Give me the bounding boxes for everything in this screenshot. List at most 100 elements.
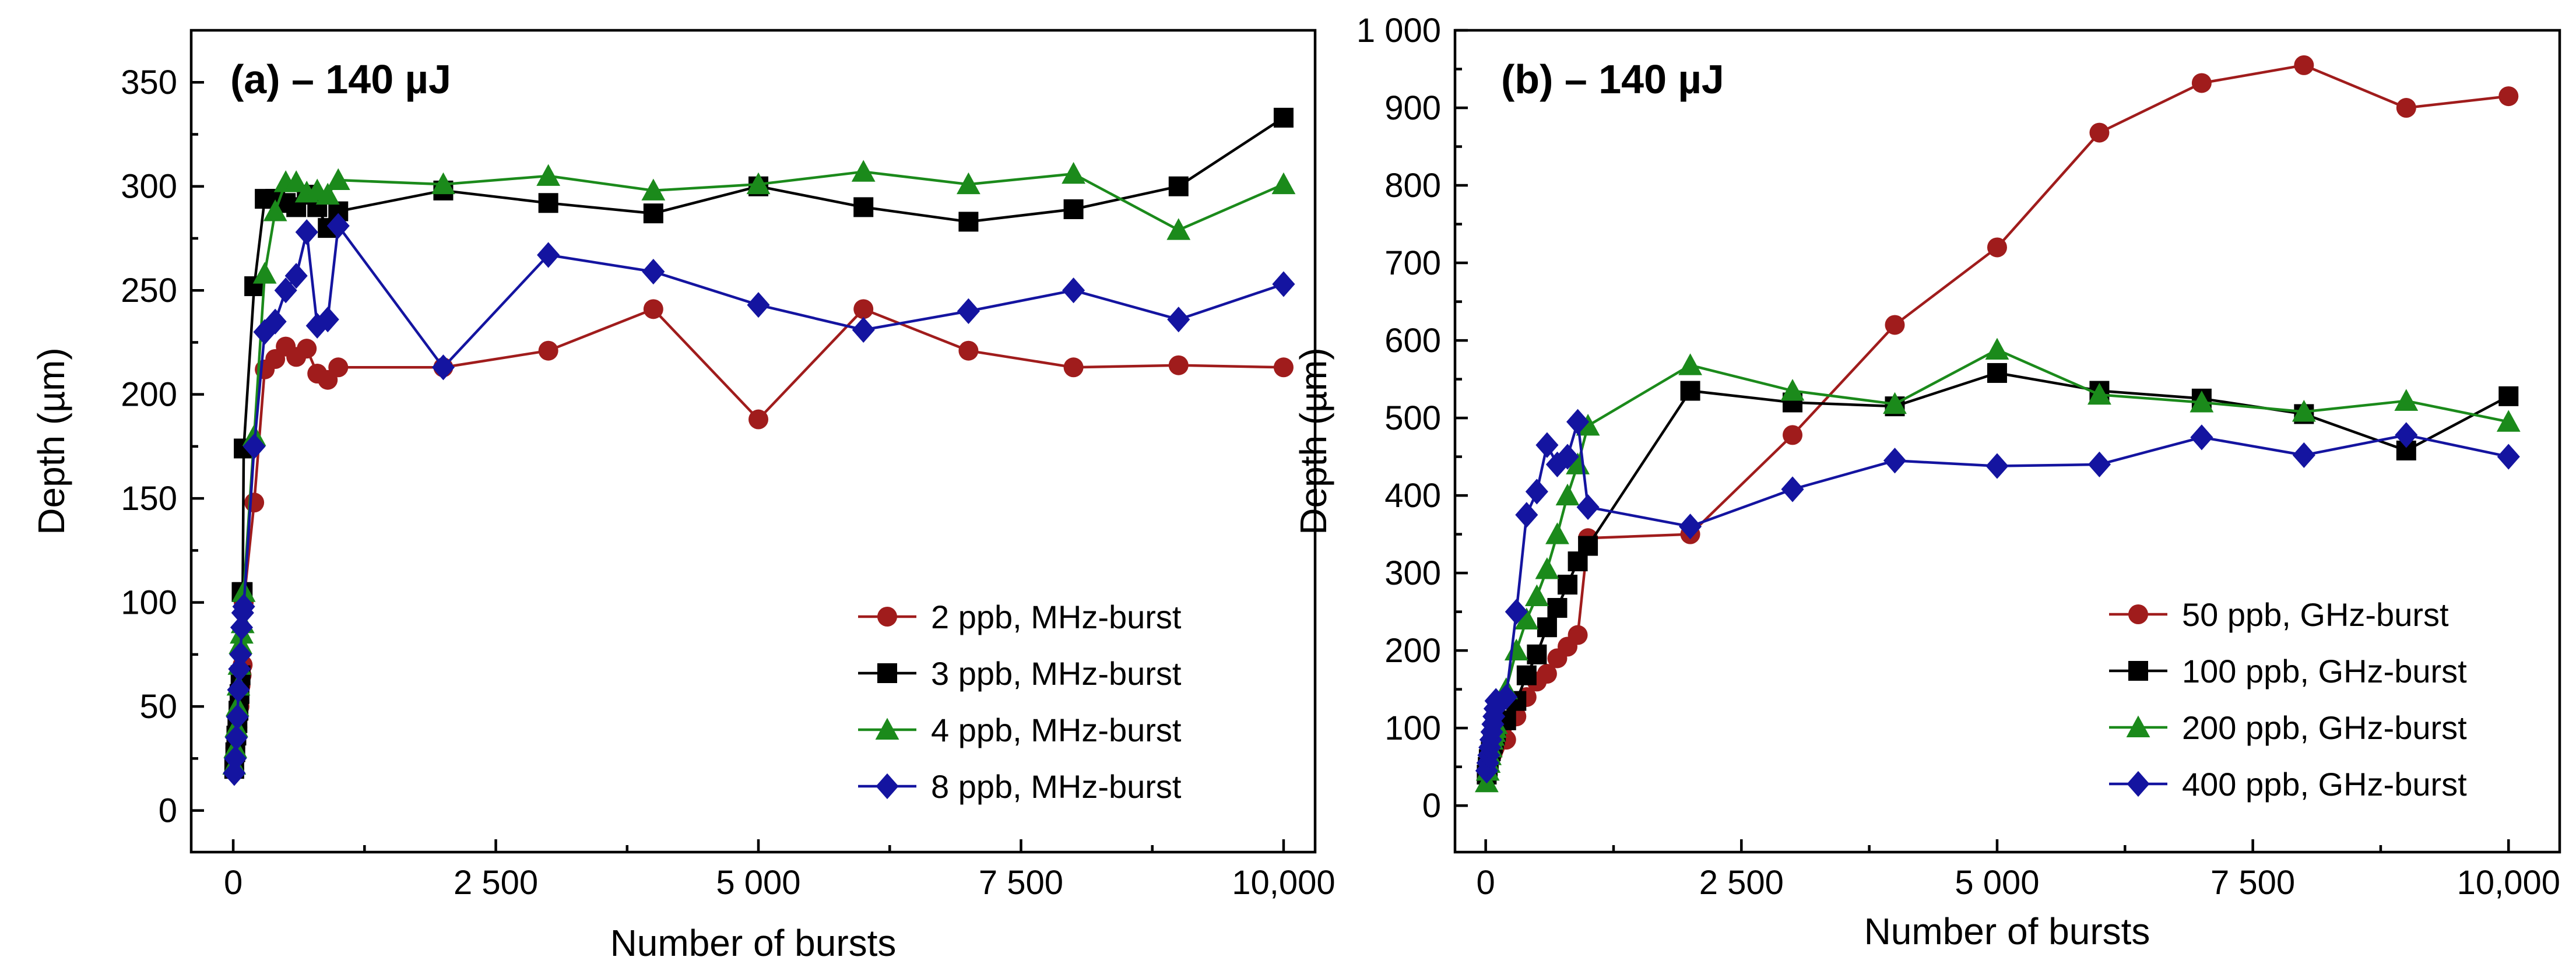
data-point bbox=[2190, 424, 2213, 451]
legend-marker bbox=[2126, 715, 2150, 737]
data-point bbox=[956, 172, 981, 195]
data-point bbox=[1780, 379, 1805, 401]
data-point bbox=[295, 219, 318, 245]
data-point bbox=[2087, 451, 2111, 478]
data-point bbox=[1273, 107, 1294, 128]
data-point bbox=[748, 409, 769, 430]
x-tick-label: 5 000 bbox=[1955, 864, 2039, 902]
x-axis-title: Number of bursts bbox=[610, 922, 897, 964]
y-tick-label: 250 bbox=[121, 272, 177, 309]
data-point bbox=[1678, 353, 1702, 375]
series-400-ppb-ghz-burst bbox=[1475, 409, 2520, 784]
data-point bbox=[326, 168, 350, 191]
data-point bbox=[1168, 176, 1189, 196]
data-point bbox=[1566, 409, 1590, 435]
data-point bbox=[1781, 476, 1804, 502]
legend-marker bbox=[876, 773, 899, 800]
legend-item: 200 ppb, GHz-burst bbox=[2109, 709, 2467, 746]
legend: 50 ppb, GHz-burst 100 ppb, GHz-burst 200 p… bbox=[2109, 596, 2467, 803]
data-point bbox=[326, 213, 350, 239]
data-point bbox=[1167, 307, 1190, 333]
data-point bbox=[252, 262, 277, 284]
data-point bbox=[315, 182, 340, 205]
data-point bbox=[536, 164, 561, 186]
y-tick-label: 600 bbox=[1384, 322, 1441, 360]
legend-label: 2 ppb, MHz-burst bbox=[931, 599, 1182, 635]
data-point bbox=[2089, 122, 2110, 143]
legend: 2 ppb, MHz-burst 3 ppb, MHz-burst 4 ppb, M… bbox=[858, 599, 1182, 805]
data-point bbox=[851, 160, 876, 182]
legend-label: 4 ppb, MHz-burst bbox=[931, 712, 1182, 748]
data-point bbox=[1680, 381, 1700, 401]
data-point bbox=[1783, 425, 1803, 445]
data-point bbox=[957, 298, 980, 324]
data-point bbox=[1505, 599, 1528, 625]
data-point bbox=[297, 339, 317, 359]
data-point bbox=[1168, 355, 1189, 375]
data-point bbox=[1271, 172, 1296, 195]
legend-item: 3 ppb, MHz-burst bbox=[858, 655, 1182, 692]
data-point bbox=[2395, 422, 2418, 448]
data-point bbox=[1545, 522, 1569, 544]
data-point bbox=[263, 308, 287, 335]
data-point bbox=[230, 614, 254, 641]
data-point bbox=[2292, 442, 2315, 469]
y-tick-label: 400 bbox=[1384, 477, 1441, 515]
y-tick-label: 50 bbox=[139, 688, 177, 726]
y-tick-label: 0 bbox=[1422, 787, 1441, 825]
plot-frame bbox=[1453, 29, 2561, 854]
legend-label: 8 ppb, MHz-burst bbox=[931, 768, 1182, 805]
x-tick-label: 2 500 bbox=[454, 864, 538, 902]
data-point bbox=[643, 203, 663, 224]
data-point bbox=[2396, 98, 2416, 118]
data-point bbox=[1527, 644, 1547, 664]
legend-label: 100 ppb, GHz-burst bbox=[2182, 653, 2467, 689]
data-point bbox=[1556, 444, 1579, 470]
data-point bbox=[958, 212, 979, 232]
legend-item: 2 ppb, MHz-burst bbox=[858, 599, 1182, 635]
data-point bbox=[853, 299, 874, 319]
data-point bbox=[1987, 237, 2007, 258]
y-tick-label: 300 bbox=[1384, 554, 1441, 592]
legend-item: 400 ppb, GHz-burst bbox=[2109, 766, 2467, 803]
data-point bbox=[2496, 410, 2521, 432]
data-point bbox=[227, 677, 250, 703]
legend-label: 200 ppb, GHz-burst bbox=[2182, 709, 2467, 746]
x-tick-label: 5 000 bbox=[716, 864, 800, 902]
series-layer bbox=[222, 107, 1296, 786]
x-tick-label: 7 500 bbox=[2210, 864, 2295, 902]
data-point bbox=[244, 492, 265, 513]
data-point bbox=[224, 724, 248, 751]
data-point bbox=[641, 178, 666, 200]
legend-label: 400 ppb, GHz-burst bbox=[2182, 766, 2467, 803]
data-point bbox=[274, 277, 297, 304]
y-tick-label: 350 bbox=[121, 64, 177, 101]
data-point bbox=[853, 197, 874, 217]
x-axis-title: Number of bursts bbox=[1864, 910, 2150, 952]
legend-marker bbox=[875, 717, 899, 740]
data-point bbox=[1063, 357, 1084, 378]
data-point bbox=[223, 760, 246, 786]
data-point bbox=[2292, 400, 2316, 422]
data-point bbox=[232, 593, 255, 620]
data-point bbox=[2498, 386, 2519, 406]
data-point bbox=[538, 193, 558, 213]
data-point bbox=[1576, 413, 1600, 436]
panel-title: (a) – 140 µJ bbox=[230, 57, 451, 102]
data-point bbox=[2191, 73, 2212, 93]
data-point bbox=[1885, 315, 1905, 335]
y-tick-label: 100 bbox=[1384, 709, 1441, 747]
plot-frame bbox=[189, 29, 1317, 854]
x-tick-label: 0 bbox=[224, 864, 243, 902]
data-point bbox=[958, 340, 979, 361]
data-point bbox=[284, 170, 308, 192]
data-point bbox=[1883, 392, 1907, 414]
legend-item: 50 ppb, GHz-burst bbox=[2109, 596, 2449, 633]
legend-item: 4 ppb, MHz-burst bbox=[858, 712, 1182, 748]
data-point bbox=[1272, 271, 1295, 297]
series-layer bbox=[1474, 55, 2521, 793]
data-point bbox=[1883, 448, 1907, 474]
data-point bbox=[1558, 575, 1578, 595]
data-point bbox=[284, 263, 308, 289]
